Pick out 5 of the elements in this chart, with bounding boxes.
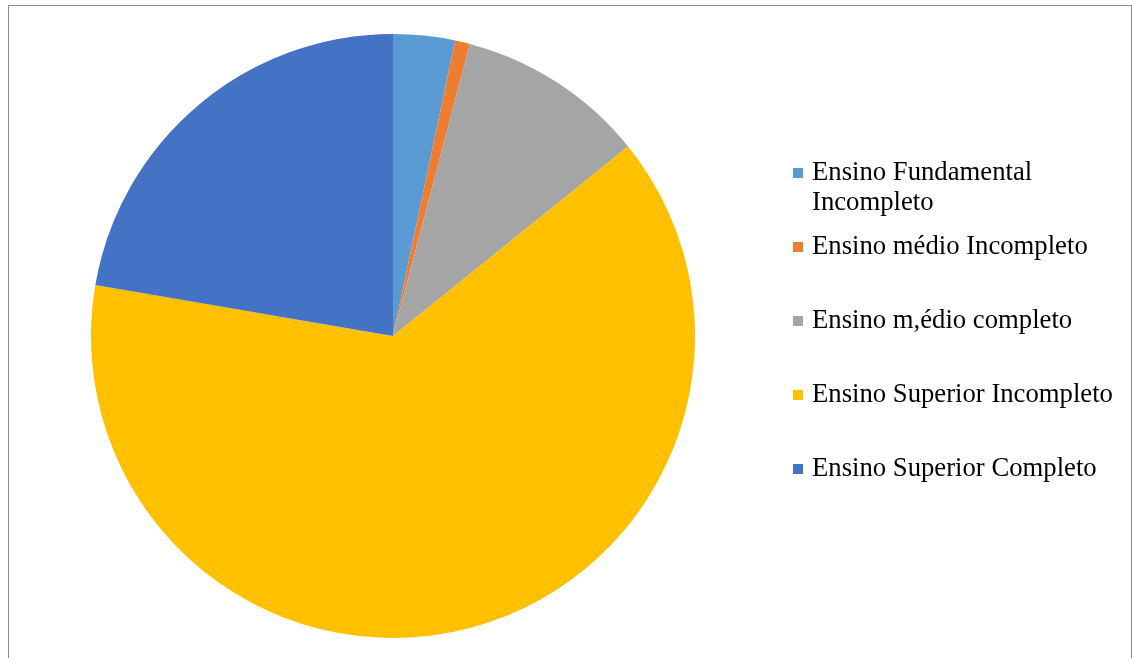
legend-label: Ensino médio Incompleto bbox=[812, 230, 1088, 261]
legend-label: Ensino Superior Completo bbox=[812, 452, 1097, 483]
legend-label: Ensino Fundamental Incompleto bbox=[812, 156, 1033, 217]
legend-label: Ensino Superior Incompleto bbox=[812, 378, 1113, 409]
legend-label: Ensino m,édio completo bbox=[812, 304, 1073, 335]
